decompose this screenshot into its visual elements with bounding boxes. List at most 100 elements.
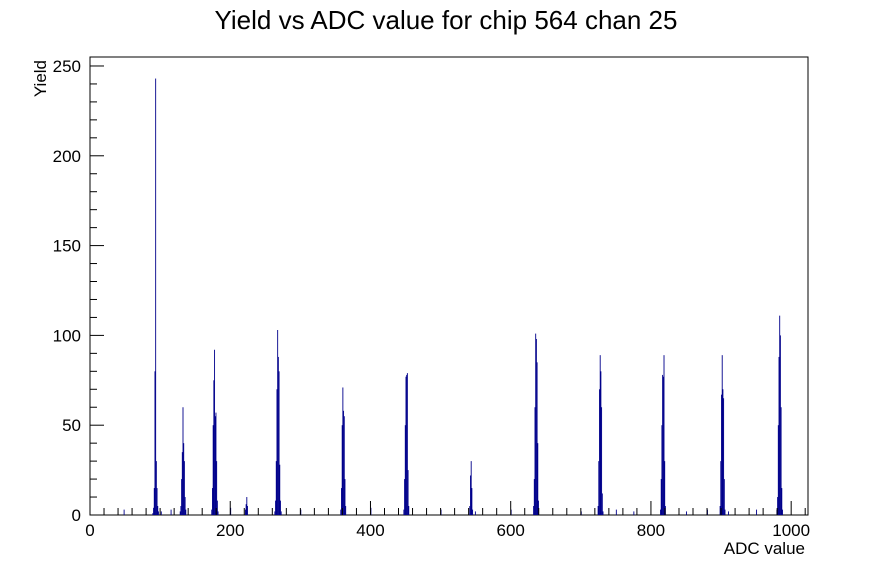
histogram-bin bbox=[720, 461, 722, 515]
histogram-bin bbox=[777, 497, 779, 515]
histogram-bin bbox=[406, 373, 408, 515]
histogram-bin bbox=[664, 461, 666, 515]
histogram-bin bbox=[403, 509, 405, 515]
histogram-bin bbox=[341, 488, 342, 515]
histogram-bin bbox=[408, 506, 410, 515]
histogram-bin bbox=[602, 511, 604, 515]
y-tick-label: 150 bbox=[53, 237, 81, 256]
histogram-bin bbox=[280, 500, 281, 515]
histogram-bin bbox=[157, 506, 159, 515]
histogram-bin bbox=[276, 389, 278, 515]
histogram-bin bbox=[343, 410, 345, 515]
histogram-bin bbox=[599, 389, 600, 515]
y-tick-label: 0 bbox=[72, 506, 81, 525]
histogram-bin bbox=[170, 509, 172, 515]
histogram-bin bbox=[779, 335, 781, 515]
histogram-bin bbox=[183, 461, 185, 515]
histogram-bin bbox=[722, 389, 724, 515]
x-axis: 0 200 400 600 800 1000 bbox=[85, 501, 810, 540]
histogram-bin bbox=[536, 362, 538, 515]
histogram-bin bbox=[156, 488, 158, 515]
histogram-bin bbox=[214, 349, 216, 515]
histogram-bin bbox=[533, 479, 535, 515]
histogram-bin bbox=[342, 387, 344, 515]
histogram-bin bbox=[217, 511, 219, 515]
histogram-bin bbox=[474, 511, 476, 515]
histogram-bin bbox=[728, 511, 729, 515]
histogram-bars bbox=[123, 78, 783, 516]
histogram-bin bbox=[183, 443, 185, 515]
plot-area-frame bbox=[89, 56, 809, 516]
histogram-bin bbox=[246, 497, 248, 515]
histogram-bin bbox=[185, 509, 187, 515]
histogram-bin bbox=[537, 443, 539, 515]
histogram-bin bbox=[278, 371, 280, 515]
histogram-bin bbox=[216, 461, 218, 515]
histogram-bin bbox=[660, 479, 662, 515]
histogram-bin bbox=[275, 500, 277, 515]
histogram-bin bbox=[405, 376, 407, 515]
histogram-bin bbox=[779, 315, 781, 515]
histogram-bin bbox=[686, 511, 687, 515]
histogram-bin bbox=[778, 356, 780, 515]
x-tick-label: 200 bbox=[216, 521, 244, 540]
histogram-bin bbox=[215, 412, 217, 515]
histogram-bin bbox=[533, 506, 535, 515]
histogram-bin bbox=[723, 398, 725, 515]
histogram-bin bbox=[340, 509, 342, 515]
histogram-bin bbox=[601, 493, 603, 515]
histogram-bin bbox=[214, 416, 216, 515]
histogram-bin bbox=[212, 425, 214, 515]
x-tick-label: 400 bbox=[356, 521, 384, 540]
histogram-bin bbox=[216, 500, 218, 515]
histogram-bin bbox=[184, 497, 186, 515]
histogram-bin bbox=[280, 511, 282, 515]
histogram-bin bbox=[598, 461, 600, 515]
histogram-bin bbox=[470, 461, 472, 515]
histogram-bin bbox=[469, 506, 471, 515]
histogram-bin bbox=[181, 452, 183, 515]
x-tick-label: 1000 bbox=[772, 521, 810, 540]
histogram-bin bbox=[781, 488, 783, 515]
y-tick-label: 50 bbox=[62, 416, 81, 435]
histogram-bin bbox=[535, 338, 537, 515]
histogram-bin bbox=[345, 506, 347, 515]
histogram-bin bbox=[756, 509, 758, 515]
y-tick-label: 200 bbox=[53, 147, 81, 166]
histogram-bin bbox=[212, 488, 213, 515]
histogram-bin bbox=[181, 479, 183, 515]
histogram-bin bbox=[155, 78, 157, 516]
histogram-bin bbox=[615, 509, 617, 515]
histogram-bin bbox=[719, 506, 721, 515]
histogram-bin bbox=[160, 511, 162, 515]
y-tick-label: 250 bbox=[53, 57, 81, 76]
x-tick-label: 600 bbox=[497, 521, 525, 540]
histogram-bin bbox=[404, 479, 406, 515]
y-axis-label: Yield bbox=[31, 60, 50, 97]
histogram-bin bbox=[661, 425, 663, 515]
x-tick-label: 800 bbox=[637, 521, 665, 540]
histogram-bin bbox=[471, 488, 473, 515]
histogram-bin bbox=[780, 407, 782, 515]
histogram-bin bbox=[535, 333, 537, 515]
histogram-bin bbox=[245, 504, 247, 515]
y-tick-label: 100 bbox=[53, 326, 81, 345]
histogram-bin bbox=[599, 355, 601, 515]
histogram-bin bbox=[777, 425, 779, 515]
histogram-bin bbox=[601, 407, 603, 515]
histogram-bin bbox=[660, 509, 661, 515]
chart-title: Yield vs ADC value for chip 564 chan 25 bbox=[215, 5, 678, 35]
histogram-bin bbox=[153, 507, 155, 515]
histogram-bin bbox=[343, 416, 345, 515]
histogram-bin bbox=[663, 355, 665, 515]
histogram-bin bbox=[179, 511, 181, 515]
histogram-bin bbox=[407, 470, 409, 515]
histogram-bin bbox=[724, 509, 726, 515]
histogram-bin bbox=[341, 425, 343, 515]
histogram-bin bbox=[279, 464, 281, 515]
histogram-bin bbox=[600, 371, 602, 515]
histogram-bin bbox=[244, 509, 246, 515]
histogram-bin bbox=[597, 506, 599, 515]
